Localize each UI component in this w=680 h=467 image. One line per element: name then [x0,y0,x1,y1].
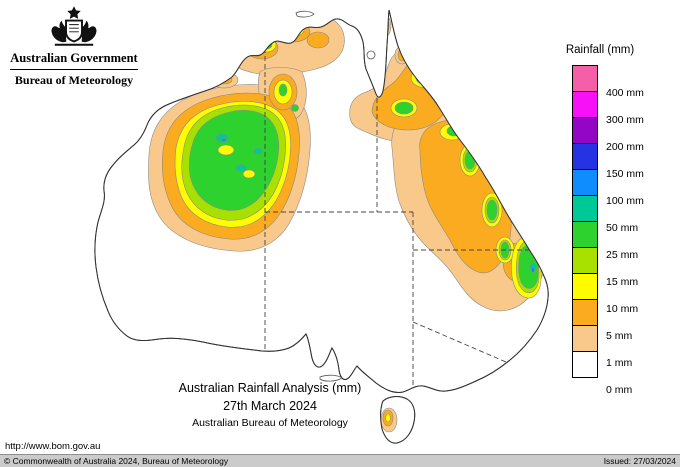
legend-color-bar [572,65,598,378]
legend-label: 15 mm [606,276,639,288]
bureau-title: Bureau of Meteorology [14,73,134,87]
legend-swatch [572,299,598,326]
melville-island [295,10,315,18]
legend-swatch [572,195,598,222]
legend-label: 50 mm [606,222,639,234]
legend-swatch [572,273,598,300]
legend-swatch [572,325,598,352]
map-title: Australian Rainfall Analysis (mm) [178,381,362,395]
legend-label: 100 mm [606,195,644,207]
coat-of-arms-icon [51,6,97,46]
legend-label: 0 mm [606,384,633,396]
map-date: 27th March 2024 [223,399,317,413]
legend-swatch [572,117,598,144]
legend-swatch [572,91,598,118]
issued-text: Issued: 27/03/2024 [603,456,676,466]
border-nsw-vic [412,321,507,363]
coastline-stroke [94,9,549,444]
legend-swatch [572,143,598,170]
legend-swatch [572,65,598,92]
legend-swatch [572,221,598,248]
groote-eylandt [366,50,376,60]
header-divider [10,69,138,70]
contour-inner-yellow-holes [217,144,256,179]
legend-swatch [572,351,598,378]
legend-label: 1 mm [606,357,633,369]
legend-swatch [572,169,598,196]
legend-label: 300 mm [606,114,644,126]
legend-label: 150 mm [606,168,644,180]
legend-swatch [572,247,598,274]
legend-label: 25 mm [606,249,639,261]
legend-label: 5 mm [606,330,633,342]
minor-islands [295,10,376,382]
footer-bar: © Commonwealth of Australia 2024, Bureau… [0,454,680,467]
legend-label: 200 mm [606,141,644,153]
rainfall-legend: Rainfall (mm) 400 mm 300 mm 200 mm 150 m… [552,44,672,396]
government-title: Australian Government [10,51,138,65]
map-caption-block: Australian Rainfall Analysis (mm) 27th M… [105,381,435,429]
copyright-text: © Commonwealth of Australia 2024, Bureau… [4,456,229,466]
legend-title: Rainfall (mm) [565,44,635,56]
bom-url: http://www.bom.gov.au [5,441,101,452]
legend-label: 10 mm [606,303,639,315]
legend-label: 400 mm [606,87,644,99]
kangaroo-island [319,374,343,382]
contour-level-100mm [221,138,535,273]
map-organisation: Australian Bureau of Meteorology [192,417,348,429]
government-header: Australian Government Bureau of Meteorol… [8,4,140,88]
state-borders [264,40,549,390]
